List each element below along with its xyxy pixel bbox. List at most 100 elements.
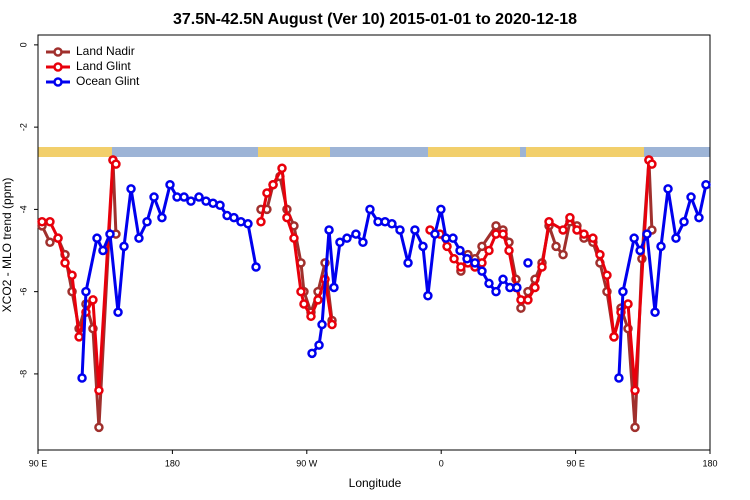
chart-title: 37.5N-42.5N August (Ver 10) 2015-01-01 t… <box>173 11 577 28</box>
data-point <box>313 295 323 305</box>
data-point <box>113 307 123 317</box>
data-point <box>94 422 104 433</box>
data-point <box>491 286 501 297</box>
data-point <box>498 274 508 285</box>
data-point <box>403 258 413 268</box>
data-point <box>365 204 375 215</box>
legend-marker <box>53 47 63 57</box>
data-point <box>694 212 704 223</box>
data-point <box>423 291 433 301</box>
y-tick-label: 0 <box>18 42 28 47</box>
plot-frame <box>37 34 711 451</box>
data-point <box>111 159 121 169</box>
data-point <box>614 373 624 383</box>
data-point <box>45 216 55 227</box>
x-tick-label: 90 W <box>296 458 318 468</box>
data-point <box>430 229 440 239</box>
data-point <box>60 258 70 268</box>
data-point <box>456 262 466 272</box>
data-point <box>701 179 711 190</box>
data-point <box>477 266 487 276</box>
data-point <box>572 225 582 235</box>
data-point <box>194 192 204 202</box>
data-point <box>243 219 253 229</box>
data-point <box>516 303 526 313</box>
x-axis-label: Longitude <box>349 476 402 490</box>
data-point <box>523 258 533 268</box>
data-point <box>449 253 459 264</box>
data-point <box>484 245 494 256</box>
data-point <box>142 216 152 227</box>
data-point <box>635 245 645 256</box>
data-point <box>329 282 339 293</box>
data-point <box>126 184 136 194</box>
data-point <box>623 299 633 309</box>
ocean-strip <box>38 147 710 157</box>
data-point <box>289 233 299 243</box>
data-point <box>229 212 239 223</box>
land-strip <box>258 147 330 157</box>
legend-marker <box>53 62 63 72</box>
data-point <box>448 233 458 243</box>
data-point <box>663 184 673 194</box>
legend-label: Land Glint <box>76 59 131 73</box>
data-point <box>491 221 501 231</box>
data-point <box>630 385 640 396</box>
data-point <box>251 262 261 272</box>
x-tick-label: 0 <box>439 458 444 468</box>
data-point <box>442 241 452 252</box>
data-point <box>268 179 278 190</box>
data-point <box>436 204 446 215</box>
data-point <box>455 245 465 256</box>
data-point <box>314 340 324 350</box>
legend-label: Ocean Glint <box>76 74 140 88</box>
x-tick-label: 90 E <box>566 458 585 468</box>
data-point <box>551 241 561 252</box>
data-point <box>165 179 175 190</box>
data-point <box>498 229 508 239</box>
data-point <box>327 319 337 330</box>
data-point <box>105 229 115 239</box>
data-point <box>544 216 554 227</box>
data-point <box>650 307 660 317</box>
data-point <box>470 258 480 268</box>
y-tick-label: -4 <box>18 205 28 213</box>
data-point <box>335 237 345 248</box>
data-point <box>351 229 361 239</box>
data-point <box>537 262 547 272</box>
data-point <box>588 233 598 243</box>
data-point <box>88 295 98 305</box>
data-point <box>630 422 640 433</box>
data-point <box>609 332 619 342</box>
data-point <box>256 216 266 227</box>
data-point <box>134 233 144 243</box>
data-point <box>558 249 568 260</box>
map-strip <box>38 147 710 157</box>
series-line <box>42 155 654 391</box>
data-point <box>324 225 334 235</box>
data-point <box>282 212 292 223</box>
data-point <box>149 192 159 202</box>
data-point <box>98 245 108 256</box>
data-point <box>317 319 327 330</box>
data-point <box>629 233 639 243</box>
data-point <box>92 233 102 243</box>
data-point <box>647 159 657 169</box>
data-point <box>306 311 316 322</box>
data-point <box>215 200 225 211</box>
data-point <box>512 282 522 293</box>
y-tick-label: -2 <box>18 123 28 131</box>
x-tick-label: 180 <box>165 458 180 468</box>
legend-marker <box>53 77 63 87</box>
data-point <box>579 229 589 239</box>
data-point <box>565 212 575 223</box>
data-point <box>179 192 189 202</box>
data-point <box>671 233 681 243</box>
data-point <box>186 196 196 206</box>
data-point <box>53 233 63 243</box>
data-point <box>277 163 287 174</box>
data-point <box>602 270 612 280</box>
data-point <box>395 225 405 235</box>
data-point <box>523 295 533 305</box>
